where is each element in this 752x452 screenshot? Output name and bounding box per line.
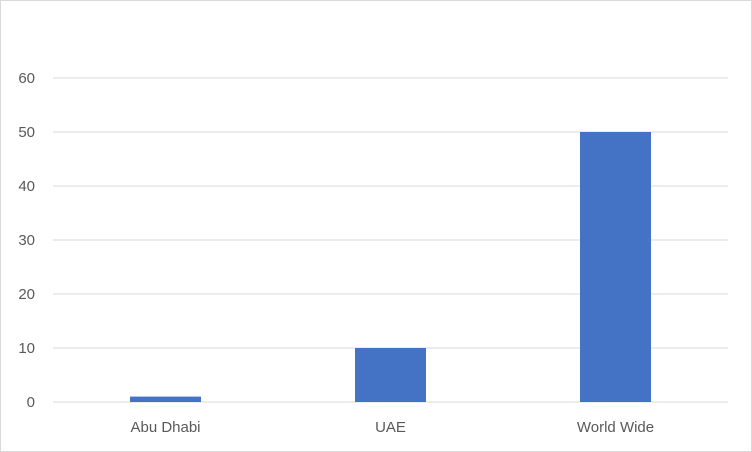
y-tick-label: 10 [18, 340, 35, 357]
bar-uae [355, 348, 426, 402]
y-tick-label: 40 [18, 178, 35, 195]
y-tick-label: 30 [18, 232, 35, 249]
x-tick-label: UAE [375, 419, 406, 436]
gridlines [53, 77, 728, 403]
x-tick-label: World Wide [577, 419, 654, 436]
bar-world-wide [580, 132, 651, 402]
y-tick-label: 20 [18, 286, 35, 303]
x-tick-label: Abu Dhabi [130, 419, 200, 436]
y-tick-label: 0 [27, 394, 35, 411]
y-tick-label: 60 [18, 70, 35, 87]
y-tick-label: 50 [18, 124, 35, 141]
y-axis-ticks: 0 10 20 30 40 50 60 [18, 70, 35, 411]
x-axis-ticks: Abu Dhabi UAE World Wide [130, 419, 654, 436]
bar-abu-dhabi [130, 396, 201, 402]
bars [130, 132, 651, 402]
